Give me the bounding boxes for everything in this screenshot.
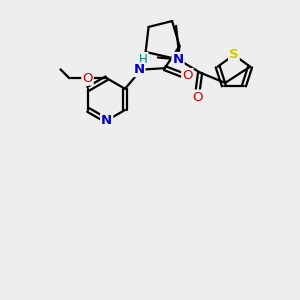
- Text: N: N: [172, 53, 184, 66]
- Text: O: O: [82, 72, 93, 85]
- Text: N: N: [101, 114, 112, 127]
- Text: S: S: [229, 48, 239, 62]
- Text: O: O: [182, 69, 193, 82]
- Text: N: N: [133, 63, 144, 76]
- Text: O: O: [192, 91, 202, 103]
- Text: H: H: [139, 53, 148, 66]
